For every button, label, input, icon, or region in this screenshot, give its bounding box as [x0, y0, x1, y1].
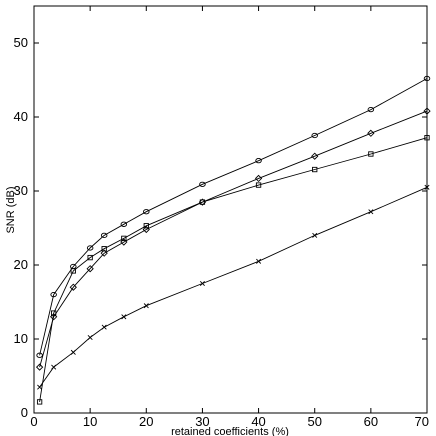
data-point-diamond	[120, 238, 128, 246]
data-point-x	[256, 258, 262, 264]
data-point-square	[312, 166, 318, 173]
data-point-diamond	[86, 265, 94, 273]
x-tick-label: 0	[30, 414, 37, 429]
data-point-x	[121, 314, 127, 320]
data-point-circle	[367, 106, 375, 113]
data-point-x	[312, 232, 318, 238]
x-tick-label: 60	[364, 414, 378, 429]
x-tick-label: 30	[195, 414, 209, 429]
data-point-x	[199, 280, 205, 287]
data-point-circle	[86, 245, 94, 251]
x-tick-label: 20	[139, 414, 153, 429]
data-point-circle	[120, 221, 128, 227]
data-point-circle	[36, 352, 43, 358]
data-point-diamond	[142, 225, 150, 234]
data-point-x	[368, 209, 374, 215]
series-line-circle	[39, 78, 428, 356]
data-point-square	[51, 310, 57, 316]
data-point-square	[121, 235, 127, 242]
x-tick-label: 10	[83, 414, 97, 429]
x-axis-label: retained coefficients (%)	[171, 426, 289, 436]
data-point-circle	[100, 232, 108, 239]
y-tick-label: 0	[21, 405, 28, 420]
data-point-square	[36, 399, 43, 405]
data-point-x	[51, 364, 57, 370]
data-point-square	[255, 182, 262, 188]
series-layer	[35, 75, 431, 405]
data-point-square	[70, 268, 76, 274]
data-point-circle	[199, 181, 206, 187]
data-point-x	[101, 324, 107, 330]
series-line-x	[39, 186, 428, 388]
data-point-square	[87, 254, 93, 261]
data-point-square	[101, 246, 107, 252]
data-point-diamond	[100, 249, 108, 257]
data-point-diamond	[254, 174, 263, 183]
data-point-square	[143, 223, 149, 229]
x-tick-label: 70	[415, 414, 429, 429]
series-line-diamond	[39, 110, 428, 368]
y-axis-label: SNR (dB)	[5, 186, 17, 233]
x-axis-ticks: 0 10 20 30 40 50 60 70	[30, 6, 429, 429]
data-point-diamond	[50, 313, 58, 321]
data-point-x	[70, 349, 76, 355]
x-tick-label: 40	[251, 414, 265, 429]
data-point-square	[368, 151, 374, 157]
y-tick-label: 30	[14, 183, 28, 198]
y-tick-label: 50	[14, 35, 28, 50]
y-tick-label: 10	[14, 331, 28, 346]
data-point-x	[143, 303, 149, 309]
data-point-circle	[311, 132, 318, 139]
y-tick-label: 20	[14, 257, 28, 272]
y-tick-label: 40	[14, 109, 28, 124]
data-point-circle	[255, 158, 262, 164]
data-point-circle	[143, 209, 150, 215]
x-tick-label: 50	[307, 414, 321, 429]
series-line-square	[39, 137, 428, 402]
data-point-x	[37, 384, 43, 390]
y-axis-ticks: 0 10 20 30 40 50	[14, 35, 427, 420]
data-point-x	[87, 335, 93, 341]
data-point-diamond	[311, 152, 319, 160]
data-point-diamond	[35, 363, 44, 371]
data-point-diamond	[367, 129, 375, 137]
data-point-circle	[50, 291, 57, 298]
data-point-square	[199, 199, 206, 205]
data-point-diamond	[69, 283, 77, 291]
plot-frame	[33, 5, 428, 414]
